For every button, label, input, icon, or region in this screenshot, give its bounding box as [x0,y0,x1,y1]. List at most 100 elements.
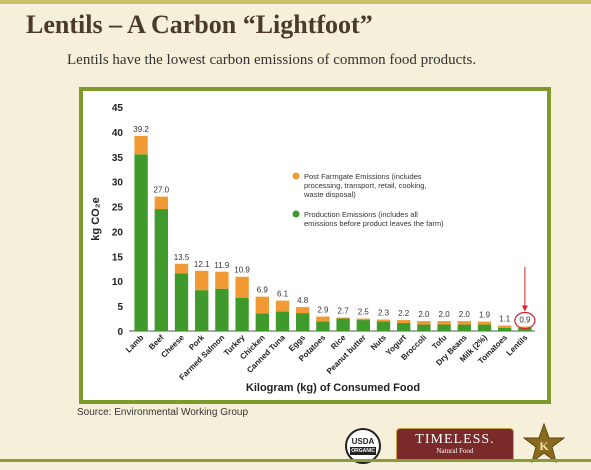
value-label: 6.1 [277,290,289,299]
bar-production [336,318,350,331]
star-logo-icon: K [523,423,565,463]
chart-frame: 0 5 10 15 20 25 30 35 40 45 39.2 27.0 13.5 12.1 11.9 1… [79,87,551,404]
legend-label: Production Emissions (includes all emissi… [304,210,444,228]
bottom-border [0,459,591,462]
bar-post-farmgate [437,321,451,325]
y-tick-label: 0 [117,327,123,338]
value-label: 2.0 [439,310,451,319]
x-axis-label: Kilogram (kg) of Consumed Food [246,382,420,394]
value-label: 2.5 [358,308,370,317]
y-tick-label: 15 [112,252,124,263]
bar-post-farmgate [417,321,431,325]
bar-post-farmgate [356,318,370,321]
value-label: 1.9 [479,311,491,320]
bar-production [477,324,492,331]
bar-production [397,323,411,331]
bar-production [134,154,148,331]
bar-production [316,321,330,331]
bar-production [498,328,512,331]
bar-production [255,313,269,331]
highlight-arrowhead [521,305,528,312]
bar-production [376,321,391,331]
bar-post-farmgate [296,307,310,314]
value-label: 2.0 [459,310,471,319]
usda-organic-seal: USDA ORGANIC [345,428,381,464]
brand-name: TIMELESS. [415,432,495,447]
brand-tagline: Natural Food [436,447,474,455]
emissions-bar-chart: 0 5 10 15 20 25 30 35 40 45 39.2 27.0 13.5 12.1 11.9 1… [90,103,536,394]
bar-production [215,288,229,331]
bar-post-farmgate [275,300,290,312]
star-letter: K [539,439,549,453]
bar-production [174,273,189,331]
value-label: 2.3 [378,309,390,318]
value-label: 39.2 [133,125,149,134]
bar-post-farmgate [397,320,411,324]
slide-title: Lentils – A Carbon “Lightfoot” [26,10,373,39]
organic-text: ORGANIC [350,447,376,455]
bar-post-farmgate [134,135,148,155]
bar-post-farmgate [255,296,269,314]
legend: Post Farmgate Emissions (includes process… [292,172,444,228]
value-labels: 39.2 27.0 13.5 12.1 11.9 10.9 6.9 6.1 4.8 2.9 2.7 2… [133,125,531,325]
y-axis-label: kg CO₂e [90,197,102,240]
bar-post-farmgate [498,325,512,329]
y-tick-label: 45 [112,103,124,114]
legend-label: Post Farmgate Emissions (includes process… [303,172,427,199]
legend-swatch [292,172,300,180]
bar-production [518,328,532,331]
y-tick-label: 5 [117,302,123,313]
bars [134,135,532,331]
timeless-logo: TIMELESS. Natural Food [396,428,514,462]
x-tick-label: Cheese [159,333,186,360]
bar-production [235,297,249,331]
source-note: Source: Environmental Working Group [77,407,249,418]
value-label: 27.0 [154,186,170,195]
bar-post-farmgate [518,326,532,329]
bar-production [437,324,451,331]
highlight-annotation [514,267,536,330]
bar-production [457,324,471,331]
bar-production [296,313,310,331]
bar-post-farmgate [174,263,189,274]
value-label: 0.9 [519,316,531,325]
value-label: 13.5 [174,253,190,262]
value-label: 4.8 [297,296,309,305]
x-tick-label: Lamb [124,333,146,355]
y-tick-label: 10 [112,277,124,288]
value-label: 2.0 [418,310,430,319]
bar-post-farmgate [215,271,229,289]
bar-post-farmgate [457,321,471,325]
value-label: 6.9 [257,286,269,295]
bar-production [195,290,209,331]
value-label: 2.7 [338,307,350,316]
usda-text: USDA [351,437,375,446]
bar-post-farmgate [336,317,350,319]
slide-subtitle: Lentils have the lowest carbon emissions… [67,52,477,68]
top-border [0,0,591,4]
bar-post-farmgate [316,316,330,322]
bar-post-farmgate [376,319,391,322]
value-label: 2.2 [398,309,410,318]
y-tick-label: 20 [112,227,124,238]
bar-post-farmgate [154,196,168,210]
x-tick-label: Lentils [505,333,530,358]
value-label: 11.9 [214,261,230,270]
bar-production [275,311,290,331]
highlight-circle [514,311,536,330]
value-label: 10.9 [234,266,250,275]
bar-production [356,320,370,331]
value-label: 12.1 [194,260,210,269]
value-label: 1.1 [499,315,511,324]
bar-production [154,209,168,331]
y-tick-label: 35 [112,153,124,164]
bar-post-farmgate [477,321,492,325]
y-tick-label: 40 [112,128,124,139]
y-tick-label: 30 [112,178,124,189]
value-label: 2.9 [317,306,329,315]
bar-post-farmgate [235,276,249,298]
bar-post-farmgate [195,270,209,291]
bar-production [417,324,431,331]
y-tick-label: 25 [112,203,124,214]
